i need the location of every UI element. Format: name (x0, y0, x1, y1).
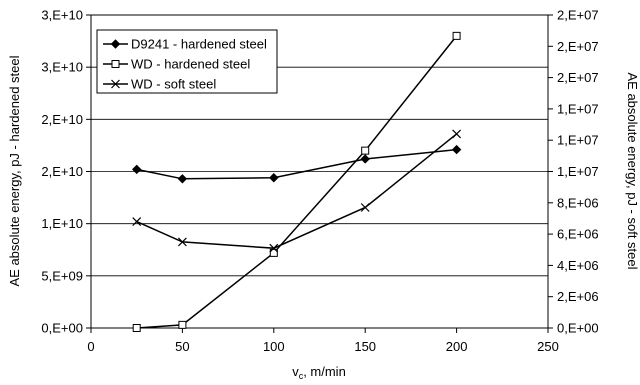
data-point (451, 144, 462, 155)
y-right-tick-label: 2,E+07 (557, 70, 599, 85)
y-left-tick-label: 0,E+00 (41, 321, 83, 336)
data-point (361, 146, 370, 155)
y-right-tick-label: 1,E+07 (557, 164, 599, 179)
legend-box (96, 29, 278, 94)
legend-marker (111, 60, 120, 68)
data-point (360, 203, 370, 212)
y-left-tick-label: 5,E+09 (41, 268, 83, 283)
data-point (132, 324, 141, 332)
y-left-tick-label: 3,E+10 (41, 60, 83, 75)
series-2 (132, 31, 461, 332)
y-axis-right-title: AE absolute energy, pJ - soft steel (625, 72, 640, 269)
data-point (178, 320, 187, 329)
data-point (360, 154, 370, 164)
data-point (452, 31, 461, 40)
series-line (136, 133, 458, 249)
series-1 (131, 144, 462, 184)
y-right-tick-label: 0,E+00 (557, 321, 599, 336)
y-axis-left: 0,E+00 5,E+09 1,E+10 2,E+10 2,E+10 3,E+10 3,E+… (41, 8, 91, 336)
legend-label: D9241 - hardened steel (131, 37, 267, 52)
data-point (269, 173, 279, 183)
series-group (131, 31, 462, 332)
series-3 (132, 129, 462, 253)
data-point (269, 248, 278, 257)
x-tick-label: 50 (175, 339, 189, 354)
y-right-tick-label: 8,E+06 (557, 195, 599, 210)
y-left-tick-label: 2,E+10 (41, 164, 83, 179)
y-left-tick-label: 2,E+10 (41, 112, 83, 127)
y-left-tick-label: 3,E+10 (41, 8, 83, 23)
data-point (131, 164, 142, 175)
legend-marker (111, 79, 120, 89)
legend: D9241 - hardened steel WD - hardened stee… (96, 29, 278, 94)
y-left-tick-label: 1,E+10 (41, 216, 83, 231)
y-right-tick-label: 4,E+06 (557, 258, 599, 273)
legend-marker (110, 39, 121, 49)
data-point (177, 237, 187, 247)
data-point (132, 217, 142, 227)
y-right-tick-label: 2,E+07 (557, 39, 599, 54)
y-right-tick-label: 1,E+07 (557, 101, 599, 116)
x-tick-label: 250 (537, 339, 559, 354)
x-tick-label: 150 (354, 339, 376, 354)
y-right-tick-label: 2,E+07 (557, 8, 599, 23)
y-right-tick-label: 1,E+07 (557, 133, 599, 148)
y-axis-left-title: AE absolute energy, pJ - hardened steel (7, 55, 22, 286)
x-axis: 0 50 100 150 200 250 (87, 328, 559, 354)
data-point (269, 243, 279, 253)
legend-label: WD - hardened steel (131, 57, 250, 72)
y-right-tick-label: 6,E+06 (557, 227, 599, 242)
legend-label: WD - soft steel (131, 77, 216, 92)
x-axis-title: vc, m/min (292, 364, 346, 381)
data-point (177, 174, 188, 184)
y-axis-right: 0,E+00 2,E+06 4,E+06 6,E+06 8,E+06 1,E+07 1,E+… (548, 8, 599, 336)
series-line (136, 148, 457, 180)
x-tick-label: 0 (87, 339, 94, 354)
grid (91, 66, 548, 277)
data-point (452, 129, 462, 139)
y-right-tick-label: 2,E+06 (557, 289, 599, 304)
x-tick-label: 200 (446, 339, 468, 354)
x-tick-label: 100 (263, 339, 285, 354)
